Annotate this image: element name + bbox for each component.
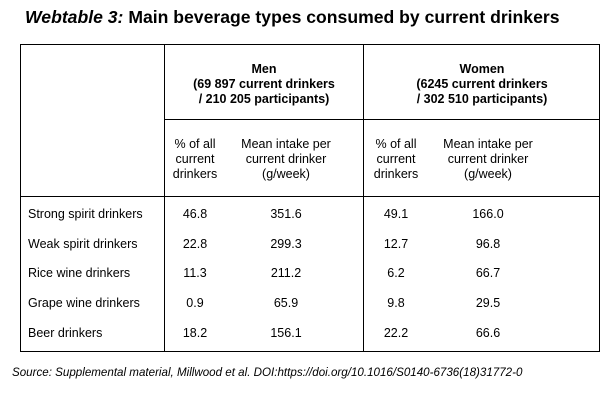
subheader-text: % of all [174,137,216,151]
cell-men-pct: 46.8 [182,207,208,221]
group-detail-men-line1: (69 897 current drinkers [193,77,335,91]
cell-women-pct: 9.8 [387,296,405,310]
group-header-men: Men (69 897 current drinkers / 210 205 p… [165,62,363,107]
row-label: Weak spirit drinkers [28,237,138,251]
cell-men-pct: 22.8 [182,237,208,251]
cell-men-mean: 299.3 [270,237,302,251]
subheader-men-mean: Mean intake per current drinker (g/week) [228,137,344,182]
cell-men-mean: 211.2 [270,266,302,280]
subheader-text: current [175,152,215,166]
cell-women-mean: 66.6 [475,326,501,340]
row-label: Beer drinkers [28,326,103,340]
group-detail-men-line2: / 210 205 participants) [198,92,330,106]
row-label: Grape wine drinkers [28,296,140,310]
subheader-text: drinkers [373,167,419,181]
divider-label-column [164,44,165,352]
row-label: Rice wine drinkers [28,266,131,280]
subheader-text: Mean intake per [241,137,331,151]
subheader-text: (g/week) [262,167,310,181]
source-note: Source: Supplemental material, Millwood … [12,366,523,379]
table-title-prefix: Webtable 3: [25,7,124,27]
cell-men-pct: 11.3 [183,266,207,280]
cell-women-pct: 22.2 [383,326,409,340]
subheader-text: % of all [375,137,417,151]
cell-women-mean: 66.7 [475,266,501,280]
table-title: Webtable 3: Main beverage types consumed… [25,7,560,28]
subheader-men-pct: % of all current drinkers [165,137,225,182]
subheader-text: current drinker [245,152,327,166]
cell-men-pct: 0.9 [186,296,204,310]
group-detail-women-line2: / 302 510 participants) [416,92,548,106]
subheader-women-mean: Mean intake per current drinker (g/week) [430,137,546,182]
cell-women-pct: 12.7 [383,237,409,251]
subheader-text: (g/week) [464,167,512,181]
group-name-men: Men [251,62,277,76]
divider-group-header [164,119,600,120]
cell-men-mean: 156.1 [270,326,302,340]
subheader-text: Mean intake per [443,137,533,151]
subheader-text: current [376,152,416,166]
cell-women-mean: 166.0 [472,207,504,221]
cell-men-mean: 351.6 [270,207,302,221]
cell-women-pct: 49.1 [383,207,409,221]
subheader-women-pct: % of all current drinkers [366,137,426,182]
subheader-text: drinkers [172,167,218,181]
cell-women-mean: 29.5 [475,296,501,310]
divider-header-body [20,196,600,197]
table-title-text: Main beverage types consumed by current … [128,7,560,27]
cell-men-pct: 18.2 [182,326,208,340]
cell-men-mean: 65.9 [273,296,299,310]
group-header-women: Women (6245 current drinkers / 302 510 p… [364,62,600,107]
subheader-text: current drinker [447,152,529,166]
divider-men-women [363,44,364,352]
row-label: Strong spirit drinkers [28,207,143,221]
group-detail-women-line1: (6245 current drinkers [416,77,548,91]
cell-women-mean: 96.8 [475,237,501,251]
data-table [20,44,600,352]
group-name-women: Women [459,62,505,76]
cell-women-pct: 6.2 [387,266,405,280]
